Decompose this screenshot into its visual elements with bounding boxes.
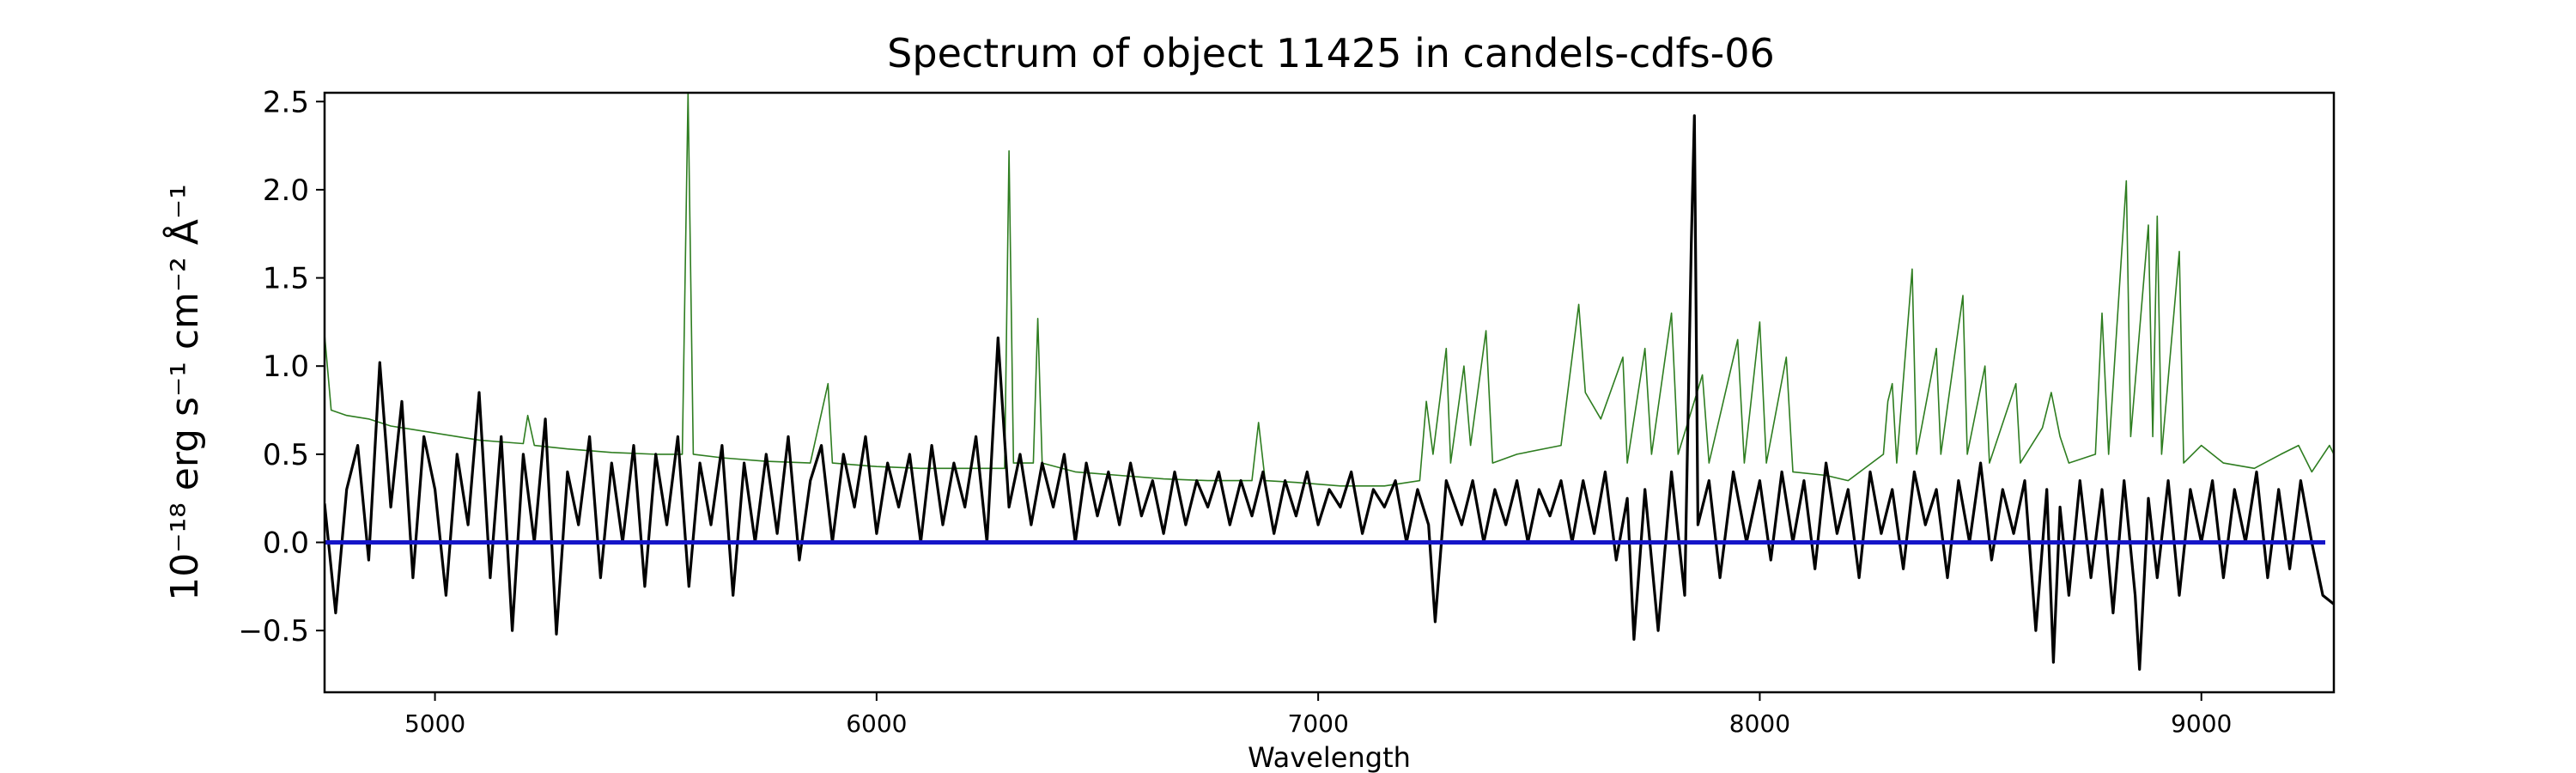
x-tick-label: 7000	[1288, 709, 1349, 738]
x-axis-label: Wavelength	[1248, 741, 1411, 773]
y-axis-label: 10⁻¹⁸ erg s⁻¹ cm⁻² Å⁻¹	[161, 184, 207, 600]
x-tick-label: 9000	[2171, 709, 2232, 738]
x-tick-label: 8000	[1729, 709, 1790, 738]
x-tick-label: 5000	[404, 709, 465, 738]
y-tick-label: 2.5	[263, 85, 309, 119]
x-axis: 5000 6000 7000 8000 9000	[404, 692, 2232, 738]
y-tick-label: −0.5	[238, 614, 309, 648]
y-tick-label: 1.5	[263, 262, 309, 296]
chart-title: Spectrum of object 11425 in candels-cdfs…	[887, 30, 1775, 76]
error-spectrum-line	[325, 93, 2334, 487]
y-tick-label: 0.5	[263, 438, 309, 472]
y-tick-label: 1.0	[263, 350, 309, 384]
y-tick-label: 0.0	[263, 526, 309, 561]
plot-area	[325, 93, 2334, 671]
x-tick-label: 6000	[846, 709, 907, 738]
plot-frame	[323, 91, 2336, 694]
y-tick-label: 2.0	[263, 173, 309, 208]
flux-spectrum-line	[325, 114, 2334, 671]
y-axis: −0.5 0.0 0.5 1.0 1.5 2.0 2.5	[238, 85, 325, 648]
